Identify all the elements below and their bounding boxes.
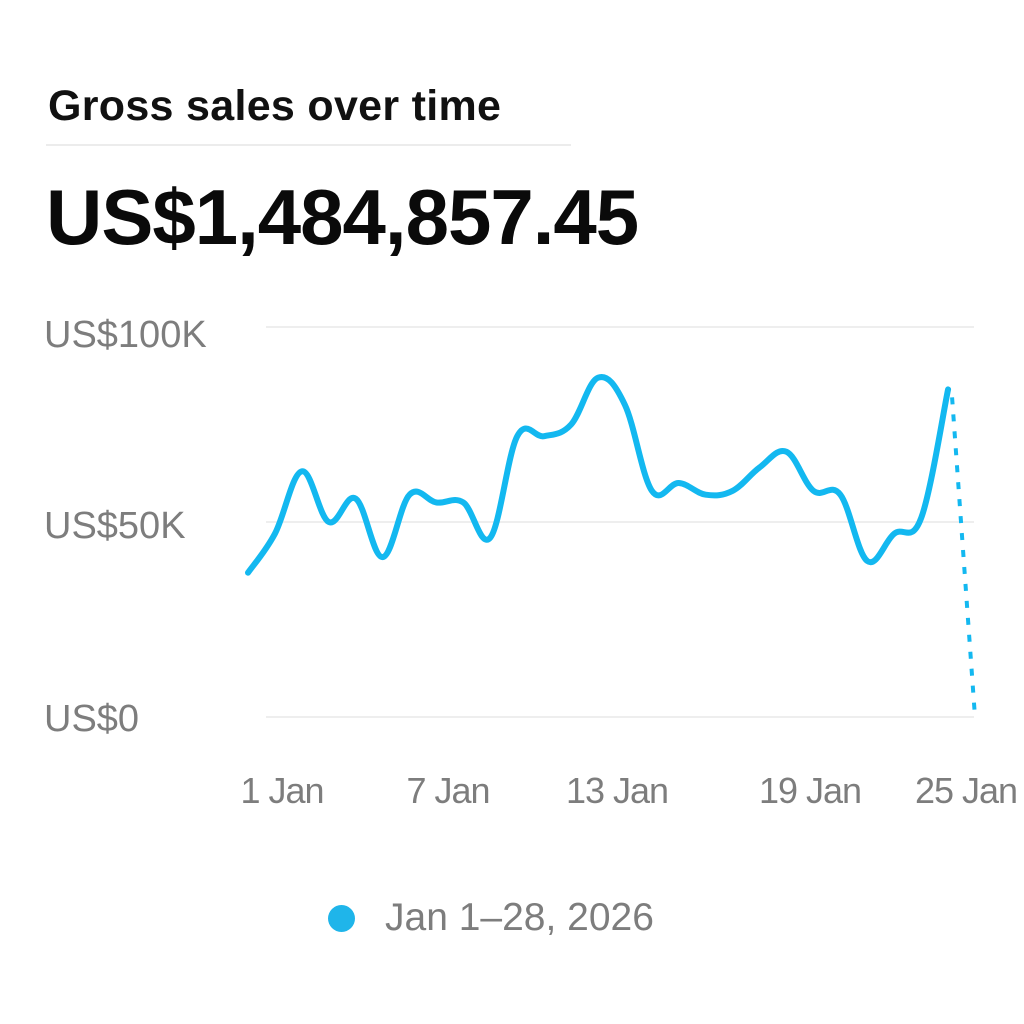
data-point-28[interactable]	[967, 709, 983, 725]
series-line	[245, 374, 952, 576]
data-point-27[interactable]	[940, 381, 956, 397]
y-tick-label-100k: US$100K	[44, 314, 207, 356]
data-point-5[interactable]	[348, 491, 364, 507]
data-point-21[interactable]	[779, 444, 795, 460]
data-point-3[interactable]	[294, 463, 310, 479]
x-tick-label-13-jan: 13 Jan	[565, 770, 669, 811]
legend-label: Jan 1–28, 2026	[385, 896, 654, 939]
data-point-9[interactable]	[455, 495, 471, 511]
data-point-25[interactable]	[886, 526, 902, 542]
data-point-14[interactable]	[590, 370, 606, 386]
data-point-4[interactable]	[321, 514, 337, 530]
data-point-16[interactable]	[644, 483, 660, 499]
data-point-17[interactable]	[671, 475, 687, 491]
x-tick-label-7-jan: 7 Jan	[406, 770, 490, 811]
legend-dot-icon	[328, 904, 355, 932]
series-incomplete-segment	[950, 397, 977, 718]
total-value: US$1,484,857.45	[46, 173, 639, 261]
legend[interactable]: Jan 1–28, 2026	[328, 896, 654, 940]
chart-title: Gross sales over time	[48, 82, 502, 130]
y-tick-label-0: US$0	[44, 698, 140, 740]
data-point-6[interactable]	[375, 549, 391, 565]
data-point-10[interactable]	[482, 530, 498, 546]
x-tick-label-1-jan: 1 Jan	[240, 770, 324, 811]
data-point-8[interactable]	[428, 495, 444, 511]
data-point-22[interactable]	[805, 483, 821, 499]
data-point-24[interactable]	[859, 553, 875, 569]
data-point-1[interactable]	[240, 565, 256, 581]
title-underline	[46, 144, 571, 146]
x-tick-label-19-jan: 19 Jan	[758, 770, 862, 811]
data-point-26[interactable]	[913, 510, 929, 526]
data-point-7[interactable]	[402, 487, 418, 503]
data-point-15[interactable]	[617, 397, 633, 413]
data-point-12[interactable]	[536, 428, 552, 444]
data-point-2[interactable]	[267, 526, 283, 542]
x-tick-label-25-jan: 25 Jan	[914, 770, 1018, 811]
data-point-19[interactable]	[725, 483, 741, 499]
data-point-11[interactable]	[509, 428, 525, 444]
data-point-20[interactable]	[752, 459, 768, 475]
data-point-18[interactable]	[698, 487, 714, 503]
y-tick-label-50k: US$50K	[44, 505, 186, 547]
data-point-23[interactable]	[832, 487, 848, 503]
data-point-13[interactable]	[563, 417, 579, 433]
